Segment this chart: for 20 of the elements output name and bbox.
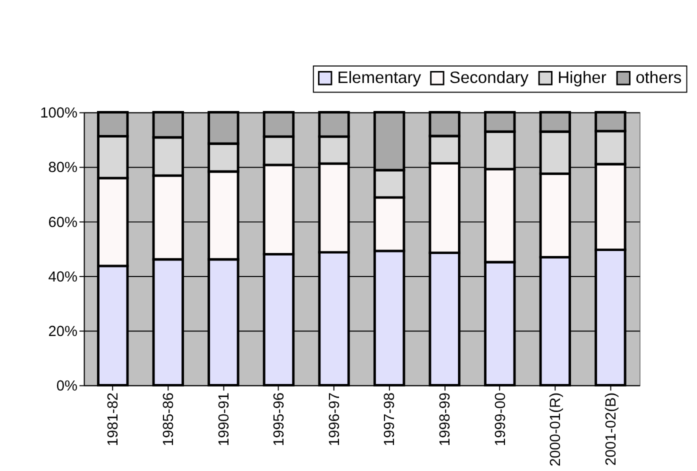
x-tick-label: 1985-86 [161, 392, 178, 446]
x-tick-label: 1990-91 [216, 392, 232, 446]
x-tick-label: 1999-00 [492, 392, 509, 446]
legend-label: Higher [558, 68, 607, 88]
x-tick-label: 1996-97 [326, 392, 343, 446]
x-tick-label: 1995-96 [272, 392, 288, 446]
y-tick-label: 40% [48, 269, 78, 286]
y-tick-label: 80% [48, 160, 78, 176]
x-tick-label: 1997-98 [382, 392, 398, 446]
legend-label: others [636, 68, 682, 88]
x-tick-label: 2001-02(B) [603, 392, 620, 466]
y-tick-label: 60% [48, 214, 78, 231]
y-tick-label: 0% [56, 378, 78, 395]
x-tick-label: 1998-99 [437, 392, 454, 446]
x-tick-label: 2000-01(R) [548, 392, 564, 466]
y-tick-label: 100% [40, 106, 78, 122]
x-tick-label: 1981-82 [106, 392, 122, 446]
legend-label: Secondary [449, 68, 530, 88]
legend-label: Elementary [337, 68, 422, 88]
y-tick-label: 20% [48, 324, 78, 340]
